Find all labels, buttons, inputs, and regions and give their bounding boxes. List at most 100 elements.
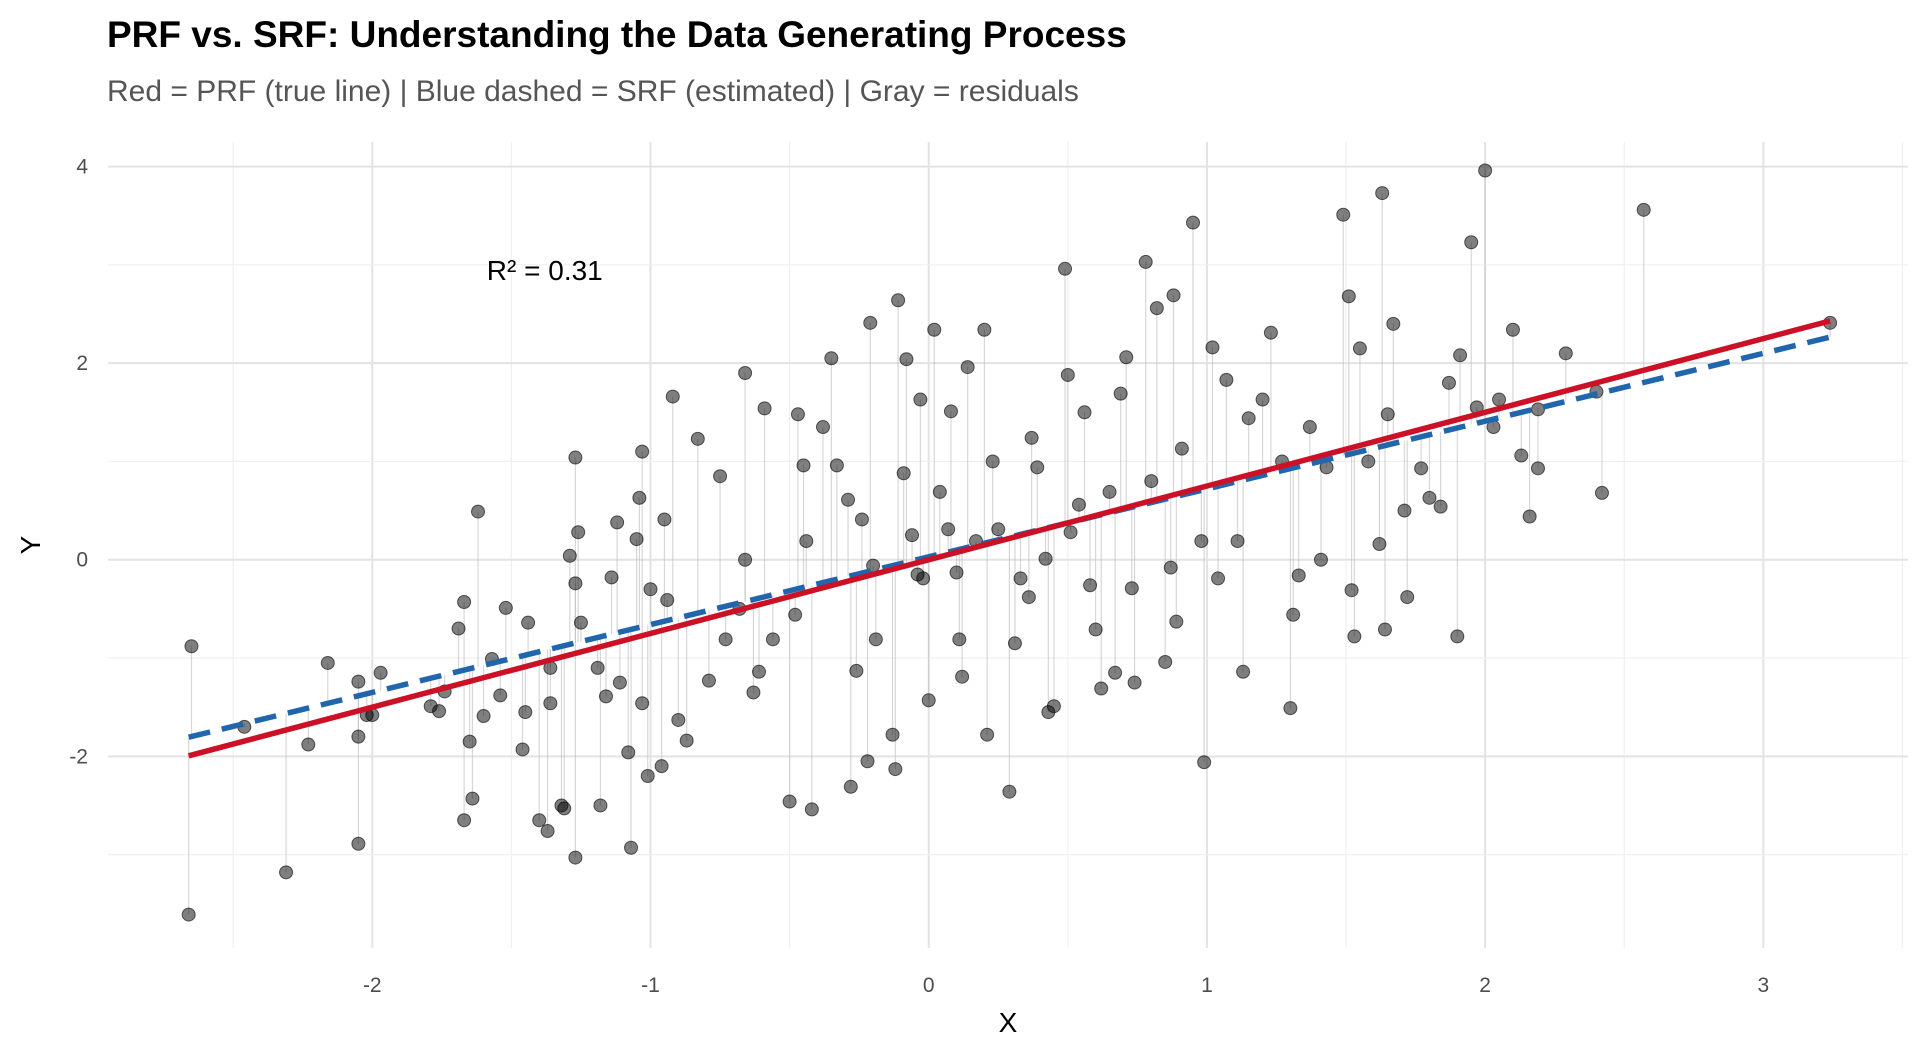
- data-points: [181, 163, 1838, 922]
- data-point: [854, 512, 869, 527]
- data-point: [1230, 534, 1245, 549]
- data-point: [1088, 622, 1103, 637]
- y-tick-label: 0: [76, 549, 88, 572]
- data-point: [181, 907, 196, 922]
- data-point: [540, 824, 555, 839]
- data-point: [515, 742, 530, 757]
- data-point: [985, 454, 1000, 469]
- data-point: [1441, 375, 1456, 390]
- data-point: [1197, 755, 1212, 770]
- data-point: [1344, 583, 1359, 598]
- data-point: [949, 565, 964, 580]
- data-point: [1163, 560, 1178, 575]
- y-tick-label: -2: [69, 745, 88, 768]
- data-point: [1169, 614, 1184, 629]
- data-point: [621, 745, 636, 760]
- data-point: [738, 552, 753, 567]
- data-point: [921, 693, 936, 708]
- data-point: [462, 734, 477, 749]
- data-point: [610, 515, 625, 530]
- data-point: [457, 595, 472, 610]
- data-point: [635, 444, 650, 459]
- data-point: [1397, 503, 1412, 518]
- data-point: [1464, 235, 1479, 250]
- y-tick-label: 2: [76, 352, 88, 375]
- data-point: [1433, 499, 1448, 514]
- data-point: [788, 607, 803, 622]
- data-point: [1124, 581, 1139, 596]
- data-point: [888, 762, 903, 777]
- data-point: [738, 365, 753, 380]
- data-point: [1263, 325, 1278, 340]
- data-point: [1186, 215, 1201, 230]
- data-point: [465, 791, 480, 806]
- data-point: [1149, 301, 1164, 316]
- chart-subtitle: Red = PRF (true line) | Blue dashed = SR…: [107, 75, 1079, 108]
- data-point: [782, 794, 797, 809]
- data-point: [543, 696, 558, 711]
- data-point: [471, 504, 486, 519]
- data-point: [1422, 490, 1437, 505]
- data-point: [955, 669, 970, 684]
- data-point: [1380, 407, 1395, 422]
- grid: [108, 142, 1908, 948]
- data-point: [521, 615, 536, 630]
- data-point: [1038, 551, 1053, 566]
- data-point: [860, 754, 875, 769]
- data-point: [718, 632, 733, 647]
- x-tick-label: -1: [641, 974, 660, 997]
- data-point: [841, 492, 856, 507]
- data-point: [351, 674, 366, 689]
- regression-lines: [187, 318, 1831, 759]
- data-point: [960, 360, 975, 375]
- data-point: [1505, 322, 1520, 337]
- data-point: [1352, 341, 1367, 356]
- data-point: [1002, 784, 1017, 799]
- data-point: [1119, 350, 1134, 365]
- data-point: [1241, 411, 1256, 426]
- data-point: [604, 570, 619, 585]
- x-tick-label: 3: [1757, 974, 1769, 997]
- data-point: [899, 352, 914, 367]
- data-point: [624, 840, 639, 855]
- x-tick-label: 0: [923, 974, 935, 997]
- data-point: [1478, 163, 1493, 178]
- data-point: [885, 727, 900, 742]
- data-point: [1313, 552, 1328, 567]
- data-point: [562, 548, 577, 563]
- x-tick-label: 2: [1479, 974, 1491, 997]
- data-point: [916, 571, 931, 586]
- data-point: [498, 600, 513, 615]
- data-point: [457, 813, 472, 828]
- data-point: [571, 525, 586, 540]
- data-point: [679, 733, 694, 748]
- data-point: [476, 709, 491, 724]
- data-point: [891, 293, 906, 308]
- data-point: [913, 392, 928, 407]
- data-point: [1283, 701, 1298, 716]
- data-point: [941, 522, 956, 537]
- data-point: [1013, 571, 1028, 586]
- data-point: [671, 712, 686, 727]
- data-point: [598, 689, 613, 704]
- x-tick-label: 1: [1201, 974, 1213, 997]
- data-point: [640, 768, 655, 783]
- data-point: [1386, 316, 1401, 331]
- data-point: [746, 685, 761, 700]
- data-point: [1021, 590, 1036, 605]
- data-point: [1024, 430, 1039, 445]
- data-point: [1530, 461, 1545, 476]
- data-point: [1286, 607, 1301, 622]
- data-point: [654, 759, 669, 774]
- data-point: [1102, 484, 1117, 499]
- data-point: [1071, 497, 1086, 512]
- data-point: [568, 450, 583, 465]
- data-point: [629, 532, 644, 547]
- data-point: [1450, 629, 1465, 644]
- data-point: [796, 458, 811, 473]
- data-point: [713, 469, 728, 484]
- data-point: [843, 779, 858, 794]
- data-point: [373, 665, 388, 680]
- data-point: [868, 632, 883, 647]
